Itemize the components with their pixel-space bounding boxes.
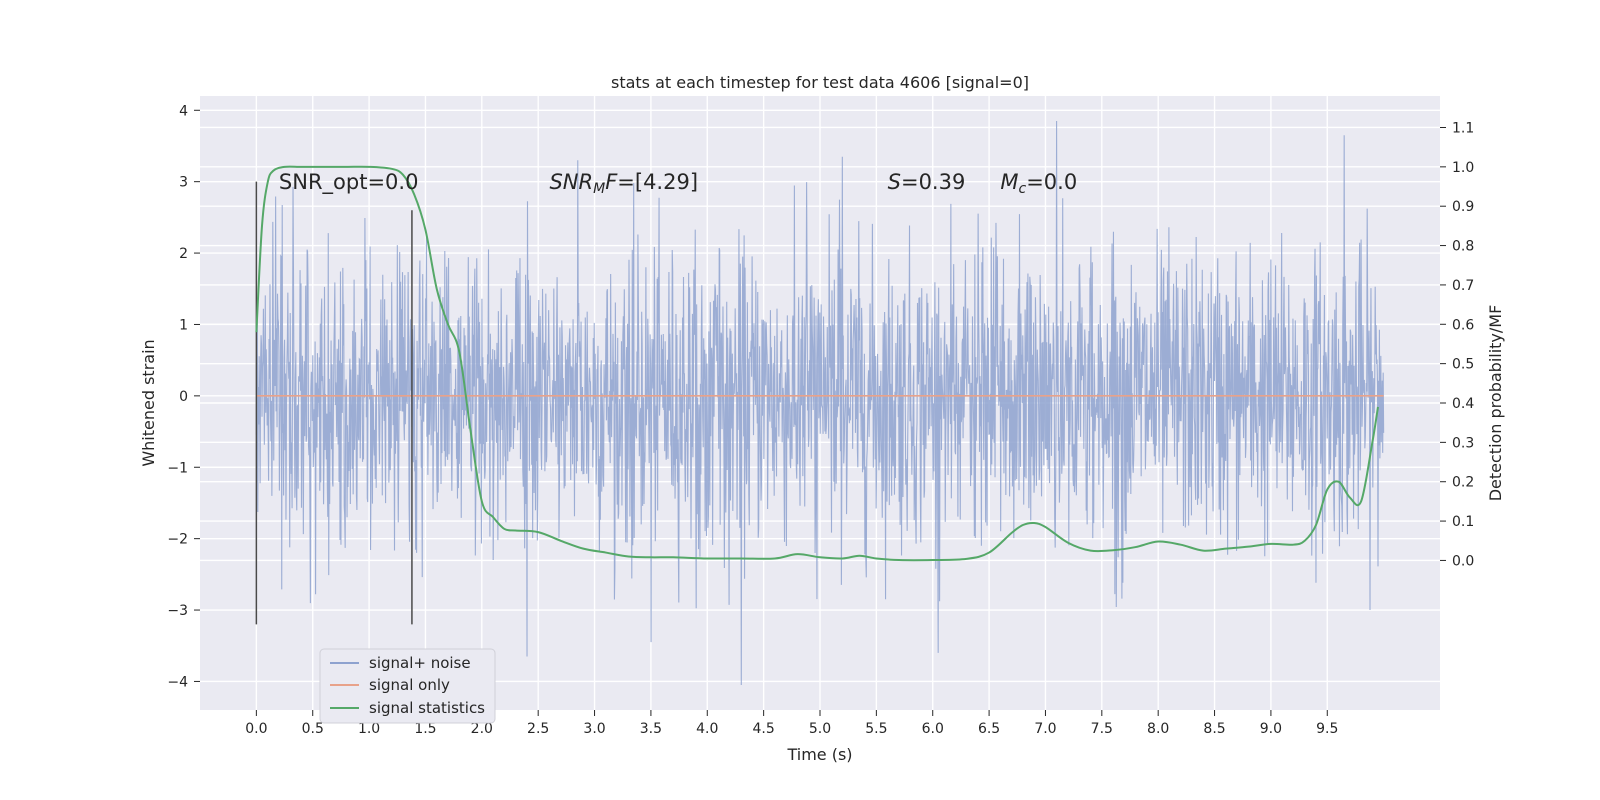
annotation-2: S=0.39: [888, 170, 966, 194]
y-right-tick-label: 1.1: [1452, 120, 1474, 136]
y-right-tick-label: 0.7: [1452, 278, 1474, 294]
x-axis-title: Time (s): [786, 745, 852, 764]
series-signal-statistics-line: [255, 165, 1379, 562]
y-tick-label: −4: [167, 674, 188, 690]
series-signal-noise-line: [255, 120, 1385, 686]
annotations: SNR_opt=0.0 SNRMF=[4.29] S=0.39 Mc=0.0: [279, 170, 1077, 197]
legend-label-signal-statistics: signal statistics: [369, 699, 485, 717]
y-right-tick-label: 0.3: [1452, 435, 1474, 451]
y-right-tick-label: 0.9: [1452, 199, 1474, 215]
x-tick-label: 3.5: [640, 721, 662, 737]
legend-label-signal-only: signal only: [369, 676, 450, 694]
y-right-tick-label: 0.5: [1452, 357, 1474, 373]
x-tick-label: 2.0: [471, 721, 493, 737]
y-tick-label: −1: [167, 460, 188, 476]
y-tick-label: 0: [179, 389, 188, 405]
x-tick-label: 8.0: [1147, 721, 1169, 737]
annotation-1: SNRMF=[4.29]: [549, 170, 698, 197]
x-tick-label: 0.0: [245, 721, 267, 737]
y-axis-ticks: −4 −3 −2 −1 0 1 2 3 4: [167, 103, 200, 690]
y-tick-label: −2: [167, 532, 188, 548]
y-right-tick-label: 0.4: [1452, 396, 1474, 412]
x-tick-label: 6.0: [922, 721, 944, 737]
x-tick-label: 3.0: [583, 721, 605, 737]
y-tick-label: 1: [179, 317, 188, 333]
y-right-axis-ticks: 0.0 0.1 0.2 0.3 0.4 0.5 0.6 0.7 0.8 0.9 1.0 1.1: [1440, 120, 1474, 569]
x-tick-label: 7.0: [1034, 721, 1056, 737]
y-axis-title: Whitened strain: [139, 339, 158, 466]
y-right-tick-label: 0.8: [1452, 239, 1474, 255]
y-tick-label: −3: [167, 603, 188, 619]
y-tick-label: 3: [179, 175, 188, 191]
legend-label-signal-noise: signal+ noise: [369, 654, 471, 672]
x-tick-label: 8.5: [1203, 721, 1225, 737]
y-right-tick-label: 0.6: [1452, 317, 1474, 333]
x-tick-label: 4.5: [753, 721, 775, 737]
x-tick-label: 9.0: [1260, 721, 1282, 737]
x-tick-label: 6.5: [978, 721, 1000, 737]
chart-title: stats at each timestep for test data 460…: [611, 73, 1029, 92]
y-right-tick-label: 1.0: [1452, 160, 1474, 176]
x-tick-label: 5.5: [865, 721, 887, 737]
x-tick-label: 1.5: [414, 721, 436, 737]
annotation-3: Mc=0.0: [1000, 170, 1077, 197]
x-tick-label: 9.5: [1316, 721, 1338, 737]
annotation-0: SNR_opt=0.0: [279, 170, 419, 195]
x-tick-label: 7.5: [1091, 721, 1113, 737]
x-axis-ticks: 0.0 0.5 1.0 1.5 2.0 2.5 3.0 3.5 4.0 4.5 5.0 5.5 6.0 6…: [245, 710, 1338, 737]
legend-box: [319, 648, 496, 724]
plot-content: [255, 120, 1385, 686]
y-right-tick-label: 0.0: [1452, 553, 1474, 569]
x-tick-label: 5.0: [809, 721, 831, 737]
x-tick-label: 1.0: [358, 721, 380, 737]
y-right-axis-title: Detection probability/MF: [1486, 305, 1505, 502]
x-tick-label: 4.0: [696, 721, 718, 737]
x-tick-label: 0.5: [302, 721, 324, 737]
y-tick-label: 4: [179, 103, 188, 119]
legend: signal+ noise signal only signal statist…: [319, 648, 496, 724]
x-tick-label: 2.5: [527, 721, 549, 737]
y-tick-label: 2: [179, 246, 188, 262]
y-right-tick-label: 0.1: [1452, 514, 1474, 530]
y-right-tick-label: 0.2: [1452, 475, 1474, 491]
